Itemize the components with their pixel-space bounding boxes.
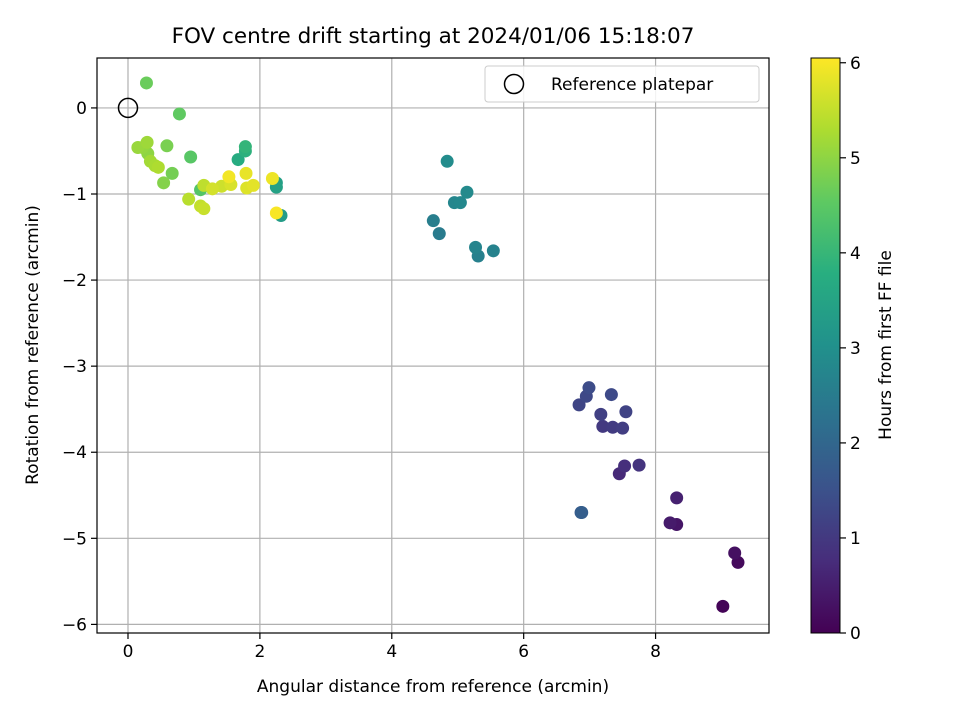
scatter-point xyxy=(716,599,730,613)
scatter-point xyxy=(728,546,742,560)
chart-title: FOV centre drift starting at 2024/01/06 … xyxy=(172,24,695,49)
scatter-point xyxy=(663,516,677,530)
colorbar-tick-label: 6 xyxy=(850,54,861,74)
x-tick-label: 0 xyxy=(123,642,134,662)
x-tick-label: 8 xyxy=(650,642,661,662)
scatter-point xyxy=(594,407,608,421)
legend-label: Reference platepar xyxy=(551,75,713,95)
scatter-point xyxy=(575,505,589,519)
colorbar-tick-label: 4 xyxy=(850,244,861,264)
colorbar-gradient xyxy=(810,57,841,634)
colorbar-tick-label: 0 xyxy=(850,624,861,644)
scatter-point xyxy=(469,240,483,254)
colorbar-tick-label: 5 xyxy=(850,149,861,169)
plot-frame xyxy=(96,57,770,634)
plot-background xyxy=(97,58,769,633)
scatter-point xyxy=(238,140,252,154)
scatter-point xyxy=(269,206,283,220)
x-tick-label: 2 xyxy=(254,642,265,662)
scatter-point xyxy=(582,381,596,395)
legend-box xyxy=(484,65,760,103)
scatter-point xyxy=(426,214,440,228)
scatter-point xyxy=(246,178,260,192)
y-tick-label: −1 xyxy=(62,185,87,205)
scatter-point xyxy=(453,196,467,210)
scatter-point xyxy=(596,419,610,433)
x-tick-label: 4 xyxy=(386,642,397,662)
scatter-point xyxy=(184,150,198,164)
scatter-point xyxy=(486,244,500,258)
scatter-point xyxy=(140,135,154,149)
scatter-point xyxy=(151,160,165,174)
legend: Reference platepar xyxy=(484,65,760,103)
scatter-point xyxy=(604,388,618,402)
scatter-points xyxy=(131,76,745,613)
y-tick-label: 0 xyxy=(76,99,87,119)
scatter-point xyxy=(205,182,219,196)
x-axis-label: Angular distance from reference (arcmin) xyxy=(257,677,609,697)
scatter-point xyxy=(572,398,586,412)
scatter-point xyxy=(197,202,211,216)
colorbar-tick-label: 2 xyxy=(850,434,861,454)
y-axis: 0 −1 −2 −3 −4 −5 −6 xyxy=(62,99,97,635)
colorbar-ticks: 0 1 2 3 4 5 6 xyxy=(840,54,861,644)
scatter-point xyxy=(160,139,174,153)
y-tick-label: −6 xyxy=(62,615,87,635)
scatter-point xyxy=(231,153,245,167)
scatter-point xyxy=(432,227,446,241)
y-tick-label: −4 xyxy=(62,443,87,463)
y-tick-label: −5 xyxy=(62,529,87,549)
scatter-point xyxy=(632,458,646,472)
scatter-point xyxy=(165,166,179,180)
scatter-point xyxy=(239,166,253,180)
x-tick-label: 6 xyxy=(518,642,529,662)
scatter-point xyxy=(222,170,236,184)
y-axis-label: Rotation from reference (arcmin) xyxy=(23,205,43,485)
scatter-point xyxy=(265,172,279,186)
scatter-point xyxy=(618,459,632,473)
colorbar-tick-label: 3 xyxy=(850,339,861,359)
scatter-point xyxy=(616,421,630,435)
colorbar: 0 1 2 3 4 5 6 Hours from first FF file xyxy=(810,54,896,644)
legend-marker xyxy=(503,73,525,95)
scatter-point xyxy=(440,154,454,168)
scatter-point xyxy=(157,176,171,190)
colorbar-label: Hours from first FF file xyxy=(876,250,896,440)
colorbar-tick-label: 1 xyxy=(850,529,861,549)
scatter-point xyxy=(172,107,186,121)
y-tick-label: −2 xyxy=(62,271,87,291)
scatter-point xyxy=(619,405,633,419)
scatter-point xyxy=(182,192,196,206)
plot-area xyxy=(96,57,770,634)
scatter-point xyxy=(670,491,684,505)
x-axis: 0 2 4 6 8 xyxy=(123,633,661,662)
scatter-point xyxy=(460,185,474,199)
scatter-point xyxy=(606,420,620,434)
y-tick-label: −3 xyxy=(62,357,87,377)
reference-platepar-marker xyxy=(117,97,139,119)
scatter-point xyxy=(139,76,153,90)
